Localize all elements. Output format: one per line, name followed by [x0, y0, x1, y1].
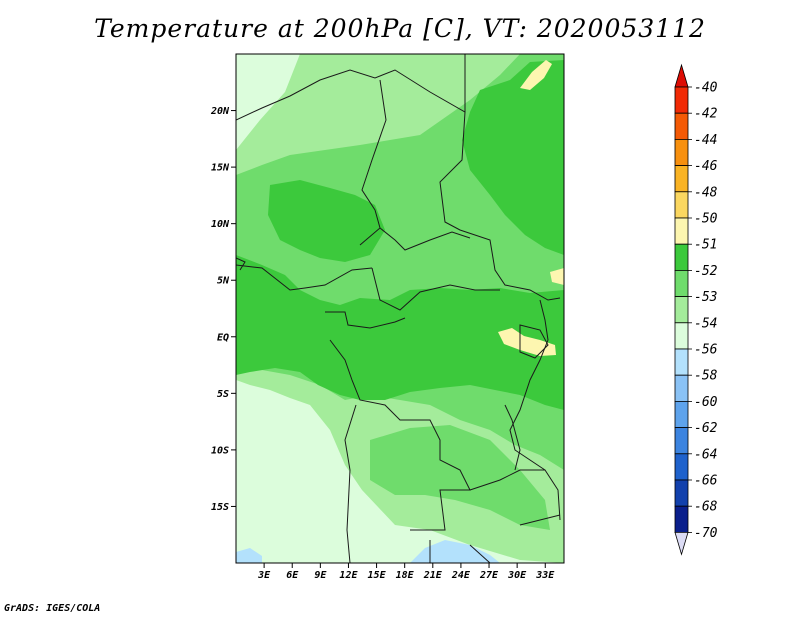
lat-tick-label: 15S [211, 502, 229, 513]
colorbar-label: -40 [694, 81, 718, 96]
contour-minus52-south [370, 425, 550, 530]
contour-minus50-east [550, 268, 564, 285]
lon-tick-label: 15E [368, 570, 387, 581]
colorbar-swatch [674, 505, 689, 533]
contour-minus56-sw [236, 548, 262, 563]
colorbar-swatch [674, 138, 689, 166]
lat-tick-label: 15N [211, 163, 230, 174]
colorbar-swatch [674, 322, 689, 350]
colorbar-swatch [674, 427, 689, 455]
colorbar-label: -53 [694, 290, 717, 305]
lon-tick-label: 12E [339, 570, 358, 581]
border-gulf [236, 264, 373, 291]
colorbar-swatch [674, 86, 689, 114]
colorbar-label: -42 [694, 107, 718, 122]
border-botswana [469, 544, 491, 563]
lon-axis: 3E 6E 9E 12E 15E 18E 21E 24E 27E 30E 33E [257, 563, 555, 581]
lon-tick-label: 24E [451, 570, 471, 581]
colorbar-swatch [674, 165, 689, 193]
contour-minus51-north [268, 180, 385, 262]
colorbar-label: -62 [694, 421, 718, 436]
map-frame [235, 53, 565, 564]
colorbar-label: -58 [694, 369, 718, 384]
lon-tick-label: 18E [396, 570, 415, 581]
lat-axis: 20N 15N 10N 5N EQ 5S 10S 15S [210, 106, 236, 513]
colorbar-label: -51 [694, 238, 717, 253]
contour-minus56 [410, 540, 500, 563]
colorbar-swatch [674, 479, 689, 507]
colorbar-label: -68 [694, 500, 718, 515]
lat-tick-label: 5S [217, 389, 229, 400]
lat-tick-label: 10S [211, 445, 229, 456]
lon-tick-label: 3E [257, 570, 271, 581]
colorbar-label: -54 [694, 316, 717, 331]
colorbar-label: -48 [694, 185, 718, 200]
colorbar-bottom-arrow [674, 532, 689, 556]
border-north [236, 54, 466, 121]
colorbar-label: -56 [694, 343, 718, 358]
border-zambia [469, 469, 561, 521]
colorbar-swatch [674, 453, 689, 481]
lake-tanganyika [504, 404, 521, 471]
lat-tick-label: 10N [211, 219, 230, 230]
colorbar-swatch [674, 374, 689, 402]
lon-tick-label: 27E [479, 570, 499, 581]
colorbar-label: -70 [694, 526, 718, 541]
colorbar-swatch [674, 191, 689, 219]
border-mozambique [519, 514, 561, 526]
chart-title: Temperature at 200hPa [C], VT: 202005311… [94, 14, 706, 43]
colorbar: -40 -42 -44 -46 -48 -50 -51 -52 -53 -54 -56 -58 -60 -… [674, 63, 718, 556]
lon-tick-label: 30E [507, 570, 527, 581]
colorbar-swatch [674, 217, 689, 245]
lat-tick-label: 5N [217, 276, 230, 287]
country-borders [236, 54, 561, 563]
colorbar-label: -50 [694, 212, 718, 227]
contour-minus50-lake [498, 328, 556, 356]
contour-minus51-west [236, 255, 564, 410]
lake-victoria [519, 324, 549, 359]
border-east [509, 299, 549, 471]
lat-tick-label: 20N [210, 106, 230, 117]
colorbar-swatch [674, 296, 689, 324]
colorbar-label: -44 [694, 133, 717, 148]
coast-west [236, 257, 246, 271]
colorbar-label: -66 [694, 474, 718, 489]
contour-minus50-ne [520, 60, 552, 90]
colorbar-swatch [674, 243, 689, 271]
lon-tick-label: 6E [286, 570, 299, 581]
lat-tick-label: EQ [217, 332, 229, 343]
colorbar-label: -52 [694, 264, 718, 279]
colorbar-label: -46 [694, 159, 718, 174]
colorbar-swatch [674, 269, 689, 297]
border-angola-west [344, 404, 357, 563]
colorbar-top-arrow [674, 63, 689, 88]
border-car-north [379, 227, 471, 251]
contour-minus51-ne [462, 60, 564, 255]
lon-tick-label: 9E [314, 570, 327, 581]
colorbar-label: -64 [694, 447, 717, 462]
border-car-south [371, 267, 500, 311]
lon-tick-label: 21E [423, 570, 443, 581]
lon-tick-label: 33E [535, 570, 555, 581]
colorbar-swatch [674, 348, 689, 376]
footer-credit: GrADS: IGES/COLA [4, 603, 101, 614]
colorbar-label: -60 [694, 395, 718, 410]
colorbar-swatch [674, 112, 689, 140]
border-angola [329, 339, 471, 531]
border-sudan [439, 111, 561, 301]
temperature-field [236, 54, 564, 563]
colorbar-swatch [674, 400, 689, 428]
border-gabon-congo [325, 311, 406, 329]
